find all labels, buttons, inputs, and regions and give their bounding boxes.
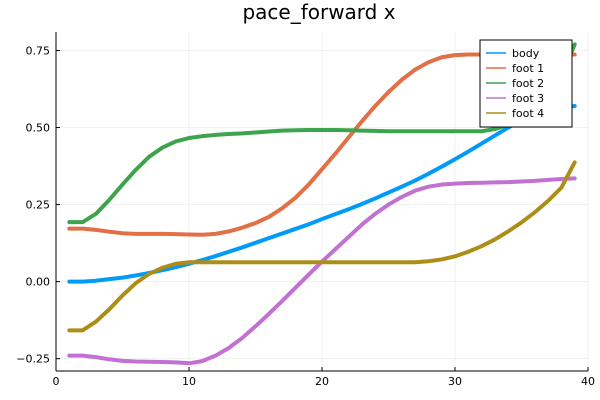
series-line-foot-2 <box>67 42 577 225</box>
legend-label-foot-3: foot 3 <box>512 92 544 105</box>
y-tick-label: 0.50 <box>26 122 51 135</box>
legend-label-foot-4: foot 4 <box>512 107 544 120</box>
x-tick-label: 40 <box>581 375 595 388</box>
series-line-foot-4 <box>67 160 577 333</box>
legend-label-foot-2: foot 2 <box>512 77 544 90</box>
legend-label-body: body <box>512 47 540 60</box>
y-tick-label: −0.25 <box>16 353 50 366</box>
legend: body foot 1 foot 2 foot 3 foot 4 <box>479 39 573 128</box>
y-tick-label: 0.00 <box>26 276 51 289</box>
x-tick-label: 10 <box>182 375 196 388</box>
axis-layer: 0 10 20 30 40 −0.25 0.00 0.25 0.50 0.75 <box>16 32 595 388</box>
y-tick-label: 0.25 <box>26 199 51 212</box>
y-tick-label: 0.75 <box>26 44 51 57</box>
x-tick-label: 30 <box>448 375 462 388</box>
x-tick-label: 20 <box>315 375 329 388</box>
x-tick-label: 0 <box>53 375 60 388</box>
legend-label-foot-1: foot 1 <box>512 62 544 75</box>
chart-title: pace_forward x <box>242 0 395 24</box>
